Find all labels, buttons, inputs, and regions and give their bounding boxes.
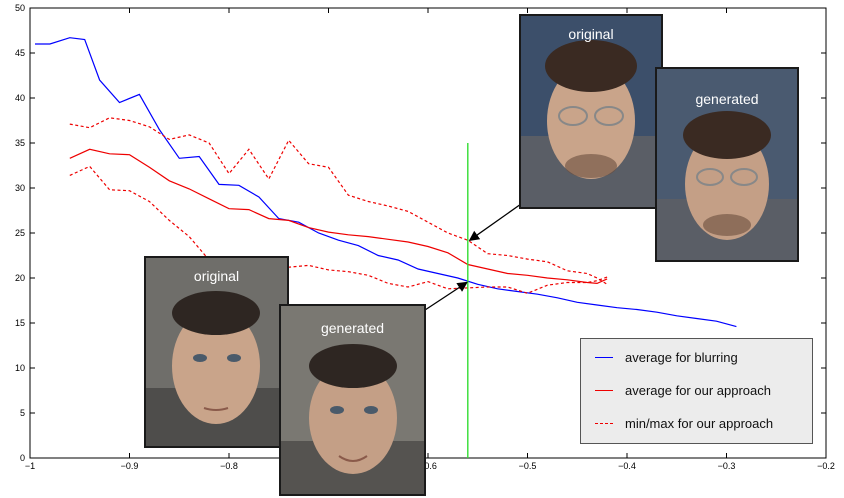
x-tick-label: −0.3 <box>718 461 736 471</box>
face-bottom-generated: generated <box>279 304 426 496</box>
y-tick-label: 0 <box>20 453 25 463</box>
legend-swatch <box>595 389 613 391</box>
legend-item-our-approach: average for our approach <box>595 380 771 400</box>
x-tick-label: −0.5 <box>519 461 537 471</box>
face-label-generated: generated <box>695 91 759 107</box>
y-tick-label: 20 <box>15 273 25 283</box>
face-portrait-icon <box>521 40 661 207</box>
x-tick-label: −1 <box>25 461 35 471</box>
x-tick-label: −0.4 <box>618 461 636 471</box>
face-label-original: original <box>568 26 614 42</box>
legend-label: average for our approach <box>625 382 771 398</box>
series-line-1 <box>69 148 608 285</box>
y-tick-label: 45 <box>15 48 25 58</box>
arrow-bottom <box>421 281 468 313</box>
legend-swatch <box>595 422 613 424</box>
legend-label: min/max for our approach <box>625 415 774 431</box>
legend-item-blurring: average for blurring <box>595 347 738 367</box>
y-tick-label: 15 <box>15 318 25 328</box>
face-portrait-icon <box>657 111 797 260</box>
x-tick-label: −0.2 <box>817 461 835 471</box>
face-label-original: original <box>193 268 240 284</box>
x-tick-label: −0.8 <box>220 461 238 471</box>
y-tick-label: 5 <box>20 408 25 418</box>
series-line-2 <box>69 117 608 285</box>
y-tick-label: 30 <box>15 183 25 193</box>
y-tick-label: 10 <box>15 363 25 373</box>
chart-legend: average for blurring average for our app… <box>580 338 813 444</box>
face-label-generated: generated <box>320 320 385 336</box>
arrow-top <box>468 203 522 241</box>
face-top-original: original <box>519 14 663 209</box>
y-tick-label: 40 <box>15 93 25 103</box>
face-top-generated: generated <box>655 67 799 262</box>
x-tick-label: −0.6 <box>419 461 437 471</box>
legend-swatch <box>595 356 613 358</box>
legend-item-min-max: min/max for our approach <box>595 413 773 433</box>
x-tick-label: −0.9 <box>121 461 139 471</box>
y-tick-label: 35 <box>15 138 25 148</box>
y-tick-label: 50 <box>15 3 25 13</box>
series-line-3 <box>69 165 608 294</box>
y-tick-label: 25 <box>15 228 25 238</box>
legend-label: average for blurring <box>625 349 738 365</box>
face-portrait-icon <box>146 291 287 446</box>
face-portrait-icon <box>281 344 424 494</box>
series-line-0 <box>35 37 737 328</box>
face-bottom-original: original <box>144 256 289 448</box>
